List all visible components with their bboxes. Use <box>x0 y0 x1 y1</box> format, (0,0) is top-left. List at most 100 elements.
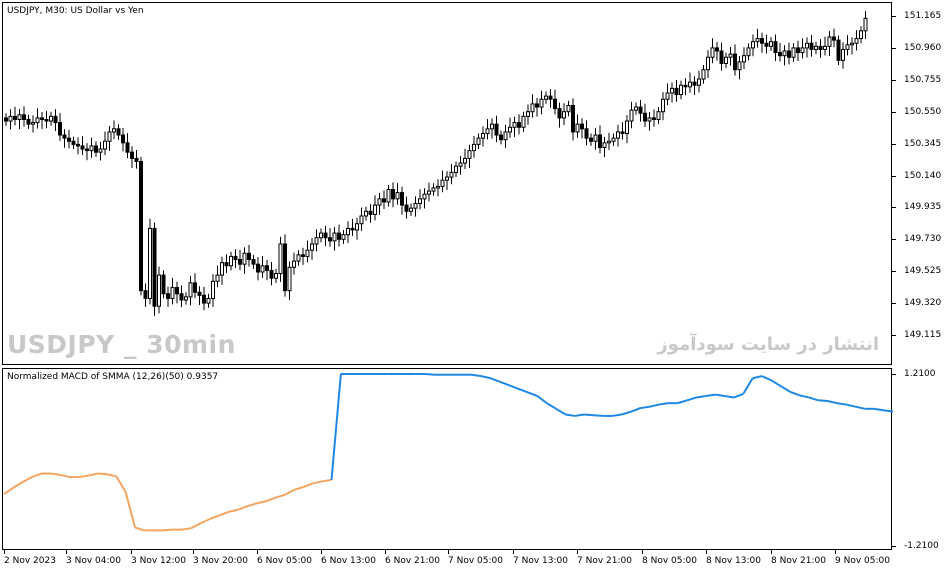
candle-body <box>350 227 355 231</box>
indicator-line-segment <box>50 472 61 476</box>
candle-body <box>602 142 607 148</box>
time-axis-label: 8 Nov 05:00 <box>642 556 697 566</box>
candle-body <box>80 145 85 150</box>
candle-body <box>193 282 197 293</box>
candle-body <box>661 98 665 113</box>
candle-body <box>454 165 458 173</box>
price-axis-label: 150.550 <box>904 106 942 117</box>
candle-body <box>283 243 287 292</box>
candle-body <box>814 45 818 50</box>
candle-body <box>215 274 220 282</box>
candle-body <box>278 243 283 275</box>
candle-body <box>517 122 521 128</box>
candle-body <box>521 115 526 128</box>
candle-body <box>611 137 616 142</box>
candle-body <box>679 84 683 96</box>
candle-body <box>499 134 503 141</box>
candle-body <box>98 148 103 153</box>
indicator-line-segment <box>106 473 117 478</box>
candle-body <box>404 204 409 212</box>
time-axis-tick <box>385 550 386 554</box>
indicator-line-segment <box>818 399 828 403</box>
candle-body <box>431 187 436 192</box>
indicator-axis-label: -1.2100 <box>904 541 939 551</box>
candle-body <box>620 131 625 134</box>
indicator-line-segment <box>883 409 894 413</box>
candle-body <box>728 53 733 58</box>
indicator-line-segment <box>134 526 145 532</box>
candle-body <box>634 106 638 111</box>
time-axis-tick <box>193 550 194 554</box>
candle-body <box>35 117 40 124</box>
candle-body <box>598 134 602 148</box>
price-axis-tick <box>892 239 896 241</box>
candle-body <box>301 254 305 257</box>
candle-body <box>305 249 310 257</box>
indicator-line-segment <box>31 472 42 478</box>
time-axis-label: 3 Nov 12:00 <box>131 556 186 566</box>
candle-body <box>701 69 706 80</box>
candle-body <box>332 232 337 242</box>
price-axis-label: 150.755 <box>904 74 942 85</box>
candle-body <box>778 52 782 57</box>
candle-body <box>823 45 827 50</box>
candle-body <box>206 297 211 304</box>
time-axis-label: 7 Nov 05:00 <box>448 556 503 566</box>
indicator-line-segment <box>115 475 127 493</box>
price-axis-tick <box>892 335 896 336</box>
indicator-line-segment <box>200 518 211 525</box>
candle-body <box>161 274 166 295</box>
candle-body <box>62 134 67 139</box>
candle-body <box>832 36 836 41</box>
candle-body <box>742 55 746 63</box>
candle-body <box>845 44 850 50</box>
candle-body <box>688 81 692 88</box>
time-axis-label: 8 Nov 13:00 <box>706 556 761 566</box>
indicator-axis-tick <box>892 546 896 547</box>
candle-body <box>656 111 661 120</box>
candle-body <box>427 190 431 195</box>
time-axis-tick <box>4 550 5 554</box>
candle-body <box>472 143 476 152</box>
price-axis-tick <box>892 79 896 81</box>
time-axis-tick <box>835 550 836 554</box>
candle-body <box>481 132 485 139</box>
candle-body <box>328 237 332 242</box>
candle-body <box>260 265 265 273</box>
indicator-line-segment <box>471 373 482 378</box>
candle-body <box>458 162 463 167</box>
candle-body <box>274 273 278 279</box>
candle-body <box>202 294 206 304</box>
indicator-line-segment <box>555 407 566 416</box>
candle-body <box>103 140 107 150</box>
candle-body <box>589 137 593 142</box>
candle-body <box>400 192 404 206</box>
indicator-line-segment <box>481 375 491 380</box>
candles <box>4 11 868 316</box>
candle-body <box>8 115 13 122</box>
candle-body <box>58 122 62 136</box>
indicator-line-segment <box>322 478 332 483</box>
candle-body <box>85 148 89 152</box>
candle-body <box>229 255 233 267</box>
candle-body <box>836 39 841 61</box>
indicator-line-segment <box>565 413 575 417</box>
indicator-line-segment <box>330 373 342 480</box>
indicator-line-segment <box>124 491 136 528</box>
candle-body <box>220 262 224 276</box>
candle-body <box>638 106 643 114</box>
indicator-line-segment <box>649 403 660 408</box>
indicator-line-segment <box>836 402 847 406</box>
chart-title: USDJPY, M30: US Dollar vs Yen <box>7 6 144 16</box>
candle-body <box>706 56 710 71</box>
candle-body <box>827 36 832 47</box>
candle-body <box>440 179 445 187</box>
indicator-pane[interactable]: Normalized MACD of SMMA (12,26)(50) 0.93… <box>2 368 892 550</box>
candle-body <box>791 47 796 58</box>
candle-body <box>841 48 845 61</box>
candle-body <box>863 17 868 32</box>
candle-body <box>571 104 575 133</box>
candle-body <box>157 274 161 307</box>
candle-body <box>652 117 656 120</box>
indicator-line-segment <box>97 472 108 476</box>
